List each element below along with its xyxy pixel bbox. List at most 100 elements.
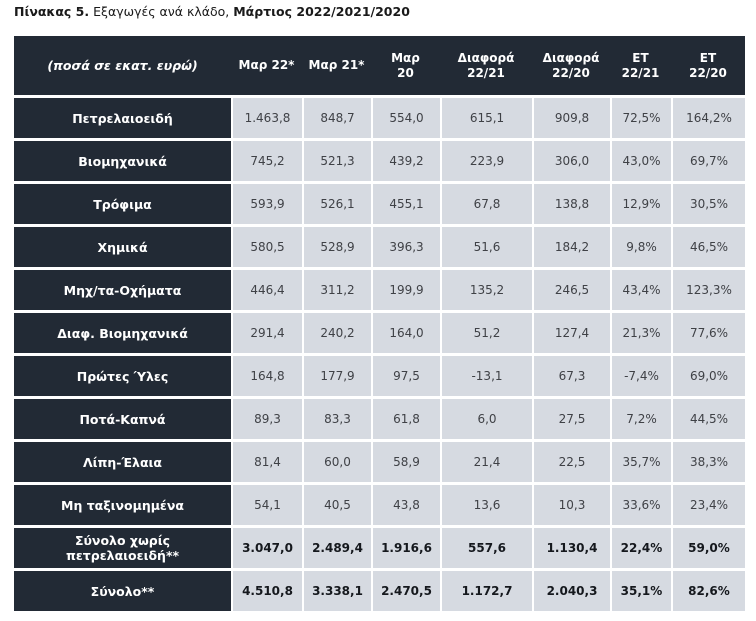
cell: 89,3 [231,396,302,439]
cell: 77,6% [671,310,745,353]
cell: 69,7% [671,138,745,181]
cell: 38,3% [671,439,745,482]
header-unit-note: (ποσά σε εκατ. ευρώ) [14,36,231,95]
cell: 27,5 [532,396,610,439]
table-row: Μηχ/τα-Οχήματα 446,4 311,2 199,9 135,2 2… [14,267,745,310]
cell: 35,1% [610,568,671,611]
cell: 184,2 [532,224,610,267]
table-title-subject: Εξαγωγές ανά κλάδο, [89,4,234,19]
table-row: Ποτά-Καπνά 89,3 83,3 61,8 6,0 27,5 7,2% … [14,396,745,439]
table-row: Λίπη-Έλαια 81,4 60,0 58,9 21,4 22,5 35,7… [14,439,745,482]
cell: 6,0 [440,396,532,439]
cell: 526,1 [302,181,371,224]
table-row: Πρώτες Ύλες 164,8 177,9 97,5 -13,1 67,3 … [14,353,745,396]
cell: 13,6 [440,482,532,525]
cell: 33,6% [610,482,671,525]
header-diff-2220: Διαφορά 22/20 [532,36,610,95]
row-label: Πετρελαιοειδή [14,95,231,138]
row-label: Ποτά-Καπνά [14,396,231,439]
cell: 177,9 [302,353,371,396]
cell: 240,2 [302,310,371,353]
row-label: Λίπη-Έλαια [14,439,231,482]
cell: 51,6 [440,224,532,267]
row-label: Πρώτες Ύλες [14,353,231,396]
cell: 3.047,0 [231,525,302,568]
cell: 43,0% [610,138,671,181]
cell: 199,9 [371,267,440,310]
cell: 72,5% [610,95,671,138]
cell: 164,0 [371,310,440,353]
row-label: Χημικά [14,224,231,267]
cell: 164,2% [671,95,745,138]
cell: 745,2 [231,138,302,181]
cell: 54,1 [231,482,302,525]
cell: 21,4 [440,439,532,482]
cell: 43,4% [610,267,671,310]
cell: 446,4 [231,267,302,310]
row-label: Διαφ. Βιομηχανικά [14,310,231,353]
cell: 138,8 [532,181,610,224]
cell: 61,8 [371,396,440,439]
cell: 123,3% [671,267,745,310]
header-mar21: Μαρ 21* [302,36,371,95]
cell: 615,1 [440,95,532,138]
table-row: Χημικά 580,5 528,9 396,3 51,6 184,2 9,8%… [14,224,745,267]
cell: 22,4% [610,525,671,568]
cell: 306,0 [532,138,610,181]
table-row: Πετρελαιοειδή 1.463,8 848,7 554,0 615,1 … [14,95,745,138]
cell: 223,9 [440,138,532,181]
cell: 557,6 [440,525,532,568]
cell: 580,5 [231,224,302,267]
cell: 44,5% [671,396,745,439]
row-label: Μηχ/τα-Οχήματα [14,267,231,310]
cell: 396,3 [371,224,440,267]
cell: 135,2 [440,267,532,310]
cell: 82,6% [671,568,745,611]
header-mar22: Μαρ 22* [231,36,302,95]
cell: 1.463,8 [231,95,302,138]
cell: 2.489,4 [302,525,371,568]
header-mar20: Μαρ 20 [371,36,440,95]
cell: 67,8 [440,181,532,224]
cell: 127,4 [532,310,610,353]
cell: 521,3 [302,138,371,181]
cell: 67,3 [532,353,610,396]
header-diff-2221: Διαφορά 22/21 [440,36,532,95]
cell: 59,0% [671,525,745,568]
cell: 1.172,7 [440,568,532,611]
cell: 69,0% [671,353,745,396]
cell: 10,3 [532,482,610,525]
table-row: Τρόφιμα 593,9 526,1 455,1 67,8 138,8 12,… [14,181,745,224]
row-label: Βιομηχανικά [14,138,231,181]
cell: 30,5% [671,181,745,224]
row-label: Μη ταξινομημένα [14,482,231,525]
cell: 9,8% [610,224,671,267]
cell: 4.510,8 [231,568,302,611]
table-row-total: Σύνολο** 4.510,8 3.338,1 2.470,5 1.172,7… [14,568,745,611]
cell: 97,5 [371,353,440,396]
cell: 164,8 [231,353,302,396]
cell: 554,0 [371,95,440,138]
table-title-period: Μάρτιος 2022/2021/2020 [233,4,410,19]
cell: 60,0 [302,439,371,482]
cell: -7,4% [610,353,671,396]
cell: 311,2 [302,267,371,310]
cell: 58,9 [371,439,440,482]
table-row-total-excl-petroleum: Σύνολο χωρίς πετρελαιοειδή** 3.047,0 2.4… [14,525,745,568]
cell: 1.130,4 [532,525,610,568]
cell: 81,4 [231,439,302,482]
cell: 83,3 [302,396,371,439]
header-et-2220: ΕΤ 22/20 [671,36,745,95]
cell: 51,2 [440,310,532,353]
cell: 848,7 [302,95,371,138]
row-label: Σύνολο** [14,568,231,611]
cell: 22,5 [532,439,610,482]
table-title-number: Πίνακας 5. [14,4,90,19]
cell: 2.040,3 [532,568,610,611]
table-row: Μη ταξινομημένα 54,1 40,5 43,8 13,6 10,3… [14,482,745,525]
cell: 1.916,6 [371,525,440,568]
header-et-2221: ΕΤ 22/21 [610,36,671,95]
cell: 35,7% [610,439,671,482]
row-label: Σύνολο χωρίς πετρελαιοειδή** [14,525,231,568]
cell: 21,3% [610,310,671,353]
